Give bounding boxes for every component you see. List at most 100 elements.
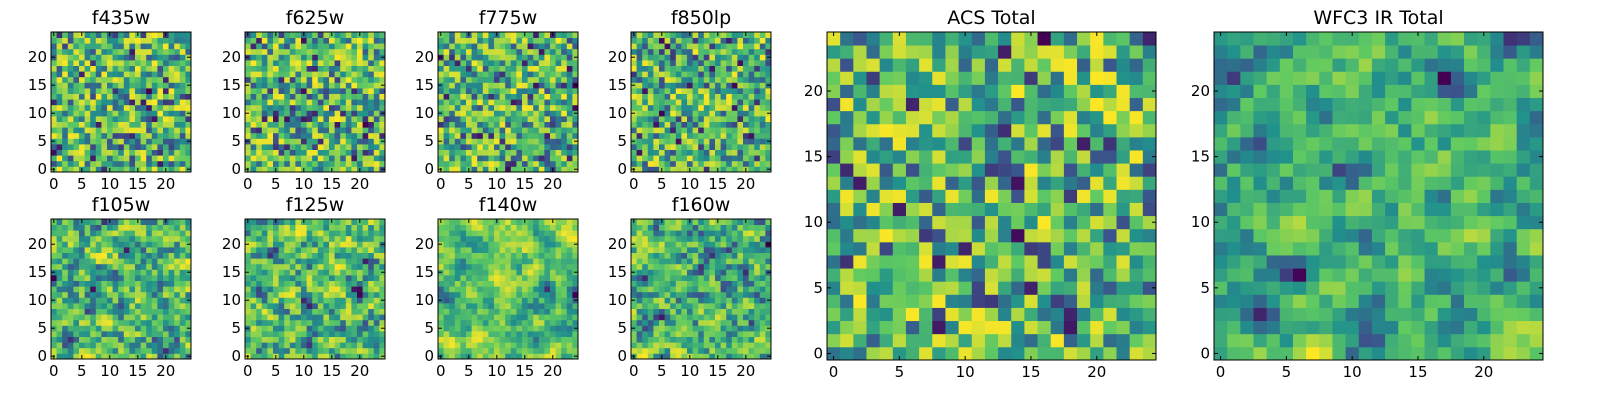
heatmap-cell <box>494 303 500 309</box>
heatmap-cell <box>454 32 461 38</box>
heatmap-cell <box>123 71 130 78</box>
heatmap-cell <box>79 71 85 78</box>
heatmap-cell <box>471 160 478 167</box>
heatmap-cell <box>681 286 688 293</box>
heatmap-cell <box>56 308 63 315</box>
heatmap-cell <box>295 314 302 321</box>
heatmap-cell <box>289 219 296 225</box>
heatmap-cell <box>670 353 677 360</box>
heatmap-cell <box>157 99 164 106</box>
heatmap-cell <box>737 280 744 287</box>
heatmap-cell <box>466 76 472 83</box>
heatmap-cell <box>488 336 495 343</box>
heatmap-cell <box>185 275 192 281</box>
heatmap-cell <box>647 110 654 117</box>
heatmap-cell <box>163 76 169 83</box>
heatmap-cell <box>256 48 263 55</box>
heatmap-cell <box>572 37 579 44</box>
heatmap-cell <box>174 82 181 89</box>
heatmap-cell <box>488 65 495 72</box>
heatmap-cell <box>664 127 671 134</box>
heatmap-cell <box>544 32 551 38</box>
heatmap-cell <box>245 43 251 50</box>
heatmap-cell <box>477 99 484 106</box>
heatmap-cell <box>460 43 467 50</box>
heatmap-cell <box>460 37 467 44</box>
heatmap-cell <box>499 93 506 100</box>
heatmap-cell <box>670 280 677 287</box>
heatmap-cell <box>499 65 506 72</box>
heatmap-cell <box>168 93 175 100</box>
heatmap-cell <box>84 308 91 315</box>
heatmap-cell <box>163 275 169 281</box>
heatmap-cell <box>267 99 274 106</box>
heatmap-cell <box>373 60 380 66</box>
heatmap-cell <box>527 325 534 332</box>
heatmap-cell <box>659 314 665 321</box>
heatmap-cell <box>334 314 341 321</box>
heatmap-cell <box>112 144 119 150</box>
heatmap-cell <box>743 342 749 349</box>
heatmap-cell <box>56 303 63 309</box>
heatmap-cell <box>516 121 523 128</box>
heatmap-cell <box>278 60 285 66</box>
heatmap-cell <box>471 110 478 117</box>
heatmap-cell <box>140 149 147 156</box>
heatmap-cell <box>73 104 80 111</box>
heatmap-cell <box>267 166 274 173</box>
heatmap-cell <box>250 127 257 134</box>
heatmap-cell <box>499 138 506 145</box>
heatmap-cell <box>544 241 551 248</box>
heatmap-cell <box>373 104 380 111</box>
heatmap-cell <box>79 275 85 281</box>
heatmap-cell <box>174 331 181 337</box>
heatmap-cell <box>687 138 693 145</box>
y-tick-label: 15 <box>415 263 434 281</box>
heatmap-cell <box>522 241 528 248</box>
heatmap-cell <box>312 247 319 253</box>
heatmap-cell <box>185 76 192 83</box>
heatmap-cell <box>748 325 755 332</box>
heatmap-cell <box>709 160 716 167</box>
heatmap-cell <box>482 149 489 156</box>
heatmap-cell <box>443 160 450 167</box>
heatmap-cell <box>527 252 534 259</box>
heatmap-cell <box>510 110 517 117</box>
y-tick-label: 10 <box>415 104 434 122</box>
heatmap-cell <box>709 121 716 128</box>
heatmap-cell <box>510 144 517 150</box>
heatmap-cell <box>631 127 637 134</box>
heatmap-cell <box>362 32 369 38</box>
heatmap-cell <box>295 331 302 337</box>
heatmap-cell <box>449 291 456 298</box>
heatmap-cell <box>317 138 324 145</box>
heatmap-cell <box>449 224 456 231</box>
heatmap-cell <box>357 224 363 231</box>
heatmap-cell <box>157 224 164 231</box>
heatmap-cell <box>256 252 263 259</box>
heatmap-cell <box>306 99 313 106</box>
heatmap-cell <box>174 252 181 259</box>
heatmap-cell <box>79 269 85 276</box>
heatmap-cell <box>516 138 523 145</box>
heatmap-cell <box>306 60 313 66</box>
heatmap-cell <box>163 263 169 270</box>
heatmap-cell <box>174 144 181 150</box>
heatmap-cell <box>289 314 296 321</box>
heatmap-cell <box>351 110 358 117</box>
heatmap-cell <box>379 76 386 83</box>
heatmap-cell <box>460 286 467 293</box>
heatmap-cell <box>179 353 186 360</box>
heatmap-cell <box>140 224 147 231</box>
heatmap-cell <box>653 54 660 61</box>
heatmap-cell <box>357 116 363 122</box>
heatmap-cell <box>362 314 369 321</box>
heatmap-cell <box>51 224 57 231</box>
x-tick-label: 20 <box>156 175 175 193</box>
heatmap-cell <box>566 297 573 304</box>
heatmap-cell <box>317 37 324 44</box>
heatmap-cell <box>245 60 251 66</box>
heatmap-cell <box>284 219 291 225</box>
heatmap-cell <box>334 247 341 253</box>
heatmap-cell <box>289 99 296 106</box>
